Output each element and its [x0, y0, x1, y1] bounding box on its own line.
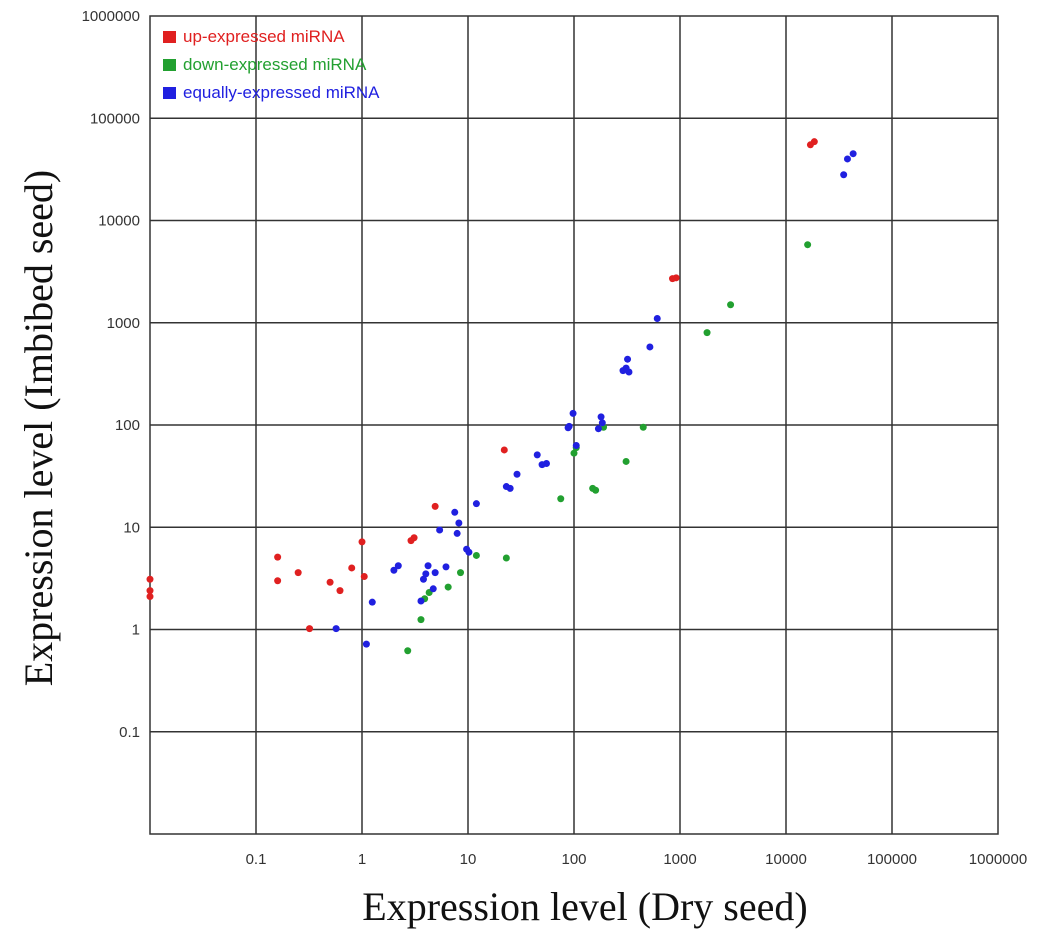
data-point — [410, 534, 418, 542]
legend-swatch — [163, 87, 176, 99]
plot-frame — [149, 15, 999, 835]
data-point — [146, 587, 154, 595]
legend-swatch — [163, 59, 176, 71]
data-point — [849, 150, 857, 158]
y-tick-label: 0.1 — [119, 724, 140, 741]
data-point — [569, 409, 577, 417]
data-point — [572, 442, 580, 450]
data-point — [360, 572, 368, 580]
y-tick-label: 1000 — [107, 315, 140, 332]
data-point — [703, 329, 711, 337]
data-point — [326, 578, 334, 586]
data-point — [431, 569, 439, 577]
data-point — [348, 564, 356, 572]
data-point — [598, 419, 606, 427]
data-point — [465, 548, 473, 556]
data-point — [436, 526, 444, 534]
data-point — [457, 569, 465, 577]
data-point — [727, 301, 735, 309]
y-tick-label: 1000000 — [82, 8, 140, 25]
data-point — [592, 486, 600, 494]
y-tick-label: 100000 — [90, 110, 140, 127]
x-tick-label: 10000 — [765, 851, 807, 868]
data-point — [843, 155, 851, 163]
data-point — [625, 368, 633, 376]
y-tick-label: 1 — [132, 622, 140, 639]
legend-label: down-expressed miRNA — [183, 55, 367, 74]
data-point — [429, 585, 437, 593]
data-point — [146, 593, 154, 601]
data-points — [146, 138, 857, 655]
x-tick-label: 1000000 — [969, 851, 1027, 868]
data-point — [332, 625, 340, 633]
data-point — [274, 553, 282, 561]
y-tick-label: 10000 — [98, 213, 140, 230]
data-point — [804, 241, 812, 249]
data-point — [597, 413, 605, 421]
data-point — [810, 138, 818, 146]
data-point — [513, 470, 521, 478]
data-point — [570, 449, 578, 457]
data-point — [294, 569, 302, 577]
data-point — [306, 625, 314, 633]
legend: up-expressed miRNA down-expressed miRNA eq… — [163, 27, 380, 102]
data-point — [451, 508, 459, 516]
data-point — [336, 587, 344, 595]
data-point — [404, 647, 412, 655]
data-point — [472, 500, 480, 508]
y-tick-label: 100 — [115, 417, 140, 434]
x-tick-label: 10 — [460, 851, 477, 868]
y-tick-label: 10 — [123, 519, 140, 536]
data-point — [146, 575, 154, 583]
data-point — [565, 422, 573, 430]
data-point — [472, 551, 480, 559]
data-point — [274, 577, 282, 585]
y-tick-labels: 0.1 1 10 100 1000 10000 100000 1000000 — [82, 8, 140, 741]
data-point — [417, 616, 425, 624]
data-point — [442, 563, 450, 571]
x-tick-labels: 0.1 1 10 100 1000 10000 100000 1000000 — [246, 851, 1028, 868]
data-point — [639, 423, 647, 431]
data-point — [368, 598, 376, 606]
data-point — [646, 343, 654, 351]
data-point — [533, 451, 541, 459]
data-point — [419, 575, 427, 583]
data-point — [594, 425, 602, 433]
data-point — [672, 274, 680, 282]
data-point — [455, 519, 463, 527]
data-point — [394, 562, 402, 570]
data-point — [431, 502, 439, 510]
data-point — [622, 457, 630, 465]
data-point — [422, 570, 430, 578]
x-tick-label: 1000 — [663, 851, 696, 868]
legend-swatch — [163, 31, 176, 43]
x-tick-label: 0.1 — [246, 851, 267, 868]
data-point — [542, 460, 550, 468]
data-point — [444, 583, 452, 591]
x-tick-label: 100 — [561, 851, 586, 868]
x-axis-title: Expression level (Dry seed) — [362, 884, 807, 929]
x-tick-label: 100000 — [867, 851, 917, 868]
data-point — [453, 529, 461, 537]
legend-label: up-expressed miRNA — [183, 27, 345, 46]
data-point — [500, 446, 508, 454]
data-point — [557, 495, 565, 503]
y-axis-title: Expression level (Imbibed seed) — [16, 170, 61, 687]
data-point — [624, 355, 632, 363]
data-point — [362, 640, 370, 648]
data-point — [502, 554, 510, 562]
data-point — [506, 484, 514, 492]
legend-label: equally-expressed miRNA — [183, 83, 380, 102]
data-point — [653, 315, 661, 323]
data-point — [424, 562, 432, 570]
data-point — [417, 597, 425, 605]
data-point — [840, 171, 848, 179]
x-tick-label: 1 — [358, 851, 366, 868]
grid-lines — [150, 16, 998, 834]
data-point — [390, 566, 398, 574]
data-point — [358, 538, 366, 546]
